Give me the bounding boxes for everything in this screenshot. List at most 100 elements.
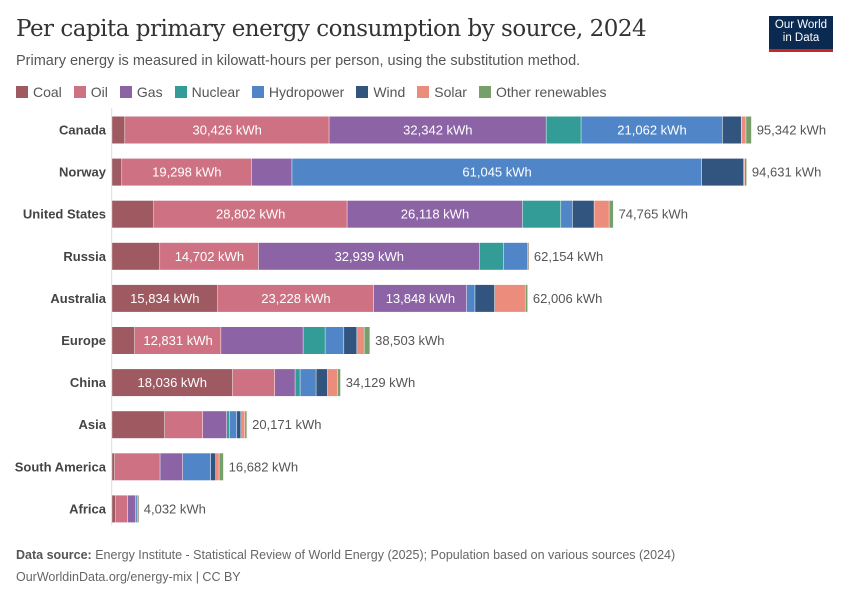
bar-segment-other-renewables[interactable] — [245, 411, 247, 439]
bar-segment-nuclear[interactable] — [522, 200, 561, 228]
bar-segment-gas[interactable] — [128, 495, 136, 523]
bar-segment-other-renewables[interactable] — [219, 453, 224, 481]
bar-segment-oil[interactable] — [134, 327, 221, 354]
bar-segment-coal[interactable] — [111, 453, 115, 481]
bar-segment-hydropower[interactable] — [581, 116, 723, 144]
bar-segment-oil[interactable] — [217, 284, 374, 312]
legend-item-gas[interactable]: Gas — [119, 84, 163, 100]
bar-segment-oil[interactable] — [153, 200, 347, 228]
bar-segment-hydropower[interactable] — [229, 411, 237, 439]
bar-segment-coal[interactable] — [111, 158, 122, 186]
bar-segment-other-renewables[interactable] — [525, 284, 528, 312]
bar-segment-coal[interactable] — [111, 284, 218, 312]
category-label: South America — [15, 459, 107, 474]
legend-swatch — [174, 86, 187, 98]
bar-segment-hydropower[interactable] — [503, 242, 528, 270]
bar-segment-hydropower[interactable] — [300, 369, 316, 397]
bar-segment-nuclear[interactable] — [479, 242, 504, 270]
category-label: United States — [23, 207, 106, 222]
bar-segment-solar[interactable] — [494, 284, 525, 312]
bar-segment-other-renewables[interactable] — [364, 327, 370, 354]
bar-segment-gas[interactable] — [258, 242, 480, 270]
legend-item-other-renewables[interactable]: Other renewables — [478, 84, 606, 100]
segment-value-label: 32,342 kWh — [403, 123, 472, 138]
data-source: Data source: Energy Institute - Statisti… — [16, 548, 675, 562]
credit-link[interactable]: OurWorldinData.org/energy-mix | CC BY — [16, 570, 241, 584]
bar-segment-oil[interactable] — [160, 242, 259, 270]
bar-segment-wind[interactable] — [572, 200, 594, 228]
bar-segment-gas[interactable] — [221, 327, 303, 354]
bar-segment-oil[interactable] — [232, 369, 275, 397]
bar-segment-other-renewables[interactable] — [746, 116, 752, 144]
bar-segment-oil[interactable] — [115, 495, 128, 523]
bar-segment-coal[interactable] — [111, 116, 125, 144]
bar-segment-gas[interactable] — [202, 411, 227, 439]
bar-segment-gas[interactable] — [329, 116, 546, 144]
legend-item-solar[interactable]: Solar — [417, 84, 467, 100]
bar-segment-coal[interactable] — [111, 242, 160, 270]
legend-label: Hydropower — [268, 84, 345, 100]
source-text: Energy Institute - Statistical Review of… — [95, 548, 676, 562]
total-label: 74,765 kWh — [619, 207, 688, 222]
bar-segment-nuclear[interactable] — [227, 411, 230, 439]
bar-segment-wind[interactable] — [475, 284, 495, 312]
category-label: Africa — [69, 501, 107, 516]
bar-segment-gas[interactable] — [373, 284, 467, 312]
bar-segment-oil[interactable] — [114, 453, 160, 481]
legend-item-coal[interactable]: Coal — [16, 84, 62, 100]
legend-swatch — [73, 86, 86, 98]
bar-segment-oil[interactable] — [125, 116, 329, 144]
legend-item-wind[interactable]: Wind — [356, 84, 405, 100]
bar-segment-wind[interactable] — [316, 369, 328, 397]
bar-segment-solar[interactable] — [215, 453, 219, 481]
bar-segment-wind[interactable] — [237, 411, 241, 439]
bar-segment-oil[interactable] — [164, 411, 203, 439]
category-label: Canada — [59, 123, 107, 138]
bar-segment-nuclear[interactable] — [295, 369, 300, 397]
segment-value-label: 26,118 kWh — [401, 207, 469, 222]
bar-segment-hydropower[interactable] — [561, 200, 573, 228]
bar-segment-gas[interactable] — [160, 453, 183, 481]
bar-segment-wind[interactable] — [344, 327, 357, 354]
owid-logo[interactable]: Our World in Data — [769, 16, 833, 52]
bar-segment-wind[interactable] — [722, 116, 741, 144]
bar-segment-hydropower[interactable] — [466, 284, 475, 312]
segment-value-label: 14,702 kWh — [175, 249, 244, 264]
legend-label: Oil — [90, 84, 108, 100]
legend-swatch — [16, 86, 28, 98]
bar-segment-other-renewables[interactable] — [337, 369, 341, 397]
bar-segment-solar[interactable] — [357, 327, 364, 354]
bar-segment-hydropower[interactable] — [292, 158, 702, 186]
bar-segment-solar[interactable] — [594, 200, 609, 228]
bar-segment-coal[interactable] — [111, 327, 135, 354]
bar-segment-gas[interactable] — [347, 200, 523, 228]
bar-segment-solar[interactable] — [327, 369, 338, 397]
legend-item-hydropower[interactable]: Hydropower — [251, 84, 345, 100]
bar-segment-oil[interactable] — [122, 158, 252, 186]
bar-segment-wind[interactable] — [701, 158, 744, 186]
bar-segment-gas[interactable] — [274, 369, 295, 397]
legend-swatch — [478, 86, 491, 98]
legend-label: Gas — [136, 84, 163, 100]
bar-segment-coal[interactable] — [111, 411, 165, 439]
bar-segment-hydropower[interactable] — [182, 453, 211, 481]
legend-item-nuclear[interactable]: Nuclear — [174, 84, 240, 100]
bar-segment-solar[interactable] — [743, 158, 745, 186]
bar-segment-solar[interactable] — [241, 411, 245, 439]
bar-segment-nuclear[interactable] — [303, 327, 325, 354]
segment-value-label: 18,036 kWh — [138, 375, 207, 390]
bar-segment-nuclear[interactable] — [546, 116, 581, 144]
legend-item-oil[interactable]: Oil — [73, 84, 108, 100]
bar-segment-coal[interactable] — [111, 200, 154, 228]
bar-segment-solar[interactable] — [741, 116, 746, 144]
bar-segment-wind[interactable] — [210, 453, 216, 481]
bar-segment-hydropower[interactable] — [136, 495, 138, 523]
bar-segment-other-renewables[interactable] — [744, 158, 747, 186]
legend-swatch — [417, 86, 430, 98]
bar-segment-coal[interactable] — [111, 495, 116, 523]
bar-segment-hydropower[interactable] — [325, 327, 344, 354]
bar-segment-gas[interactable] — [251, 158, 292, 186]
bar-segment-other-renewables[interactable] — [609, 200, 614, 228]
bar-segment-coal[interactable] — [111, 369, 233, 397]
